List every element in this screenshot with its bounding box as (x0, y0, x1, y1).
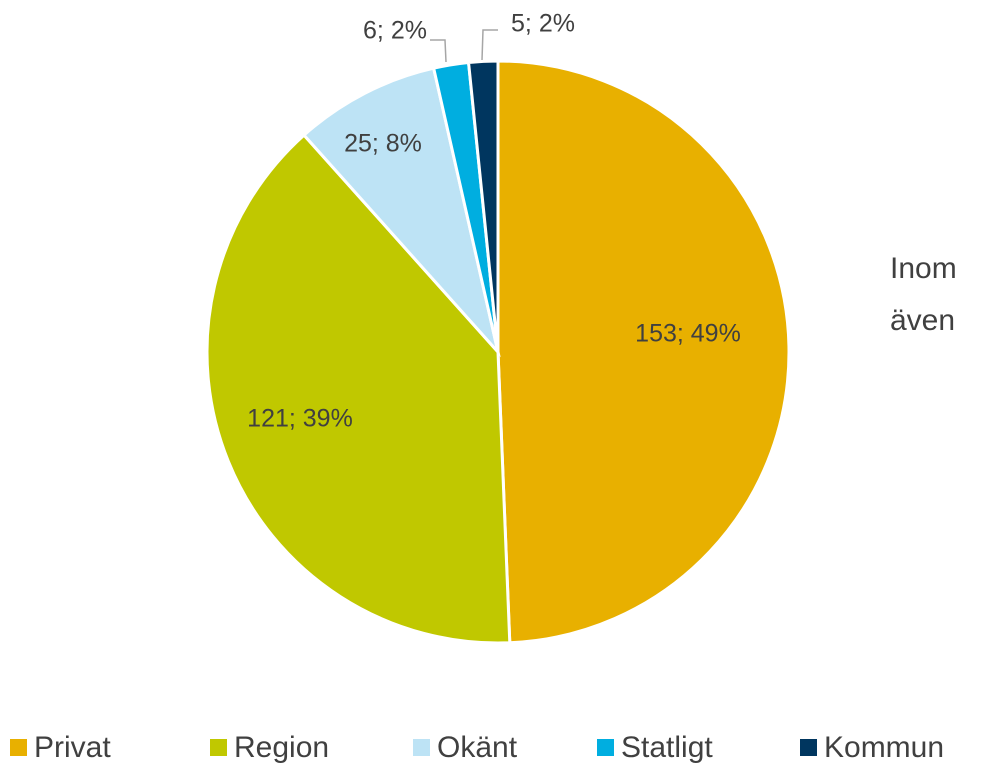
pie-slice (496, 59, 791, 645)
data-label: 5; 2% (511, 10, 575, 38)
pie-slice (466, 59, 500, 353)
legend-label: Okänt (437, 731, 518, 764)
annotation: Inom (890, 252, 957, 285)
leader-line (481, 29, 498, 61)
data-label: 121; 39% (247, 405, 353, 433)
legend-swatch (413, 739, 430, 756)
legend-swatch (597, 739, 614, 756)
leader-line (430, 39, 447, 63)
legend-label: Kommun (824, 731, 944, 764)
legend-swatch (800, 739, 817, 756)
legend-label: Statligt (621, 731, 713, 764)
annotation: även (890, 304, 955, 337)
legend-swatch (210, 739, 227, 756)
data-label: 153; 49% (635, 320, 741, 348)
pie-slice (205, 132, 512, 645)
legend-swatch (10, 739, 27, 756)
legend-label: Region (234, 731, 329, 764)
data-label: 25; 8% (344, 130, 422, 158)
legend-label: Privat (34, 731, 111, 764)
data-label: 6; 2% (363, 17, 427, 45)
